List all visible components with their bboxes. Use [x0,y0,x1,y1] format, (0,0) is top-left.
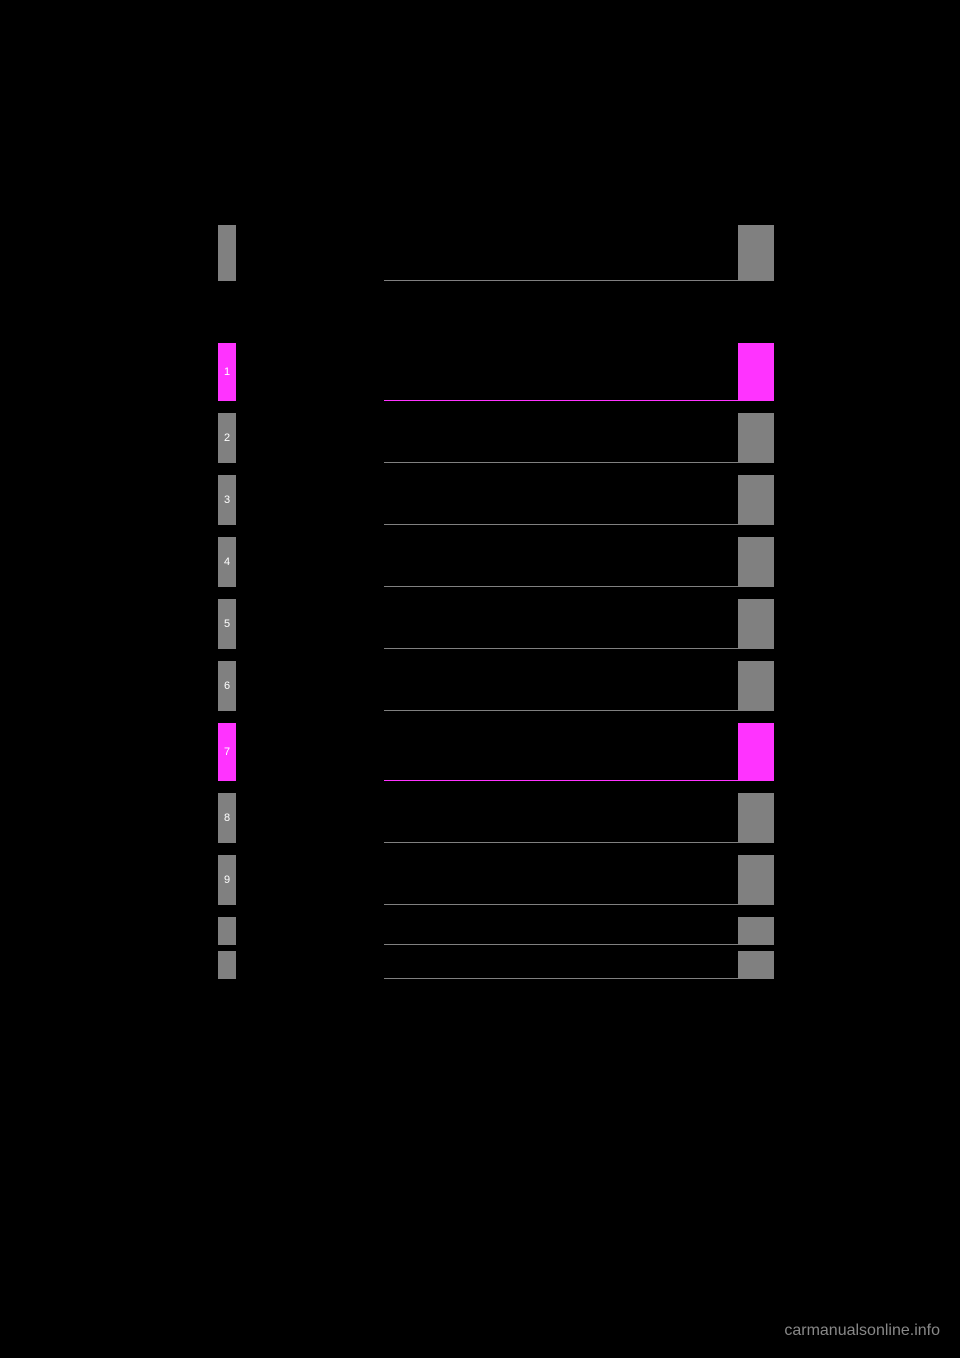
row-content [384,413,738,462]
header-content [384,225,738,280]
tab-number: 1 [218,343,236,401]
row-content [384,723,738,780]
row-right-block [738,661,774,710]
row-main [384,917,774,945]
header-row [218,225,774,281]
row-gap [236,413,384,463]
row-gap [236,917,384,945]
row-main [384,793,774,843]
tab-number [218,917,236,945]
row-right-block [738,793,774,842]
header-tab [218,225,236,281]
row-content [384,917,738,944]
row-main [384,475,774,525]
row-gap [236,537,384,587]
header-main [384,225,774,281]
row-right-block [738,917,774,944]
row-main [384,661,774,711]
toc-row-3[interactable]: 3 [218,475,774,525]
row-content [384,661,738,710]
toc-row-2[interactable]: 2 [218,413,774,463]
toc-container: 1 2 3 4 5 [218,225,774,985]
row-right-block [738,723,774,780]
tab-number: 2 [218,413,236,463]
toc-row-8[interactable]: 8 [218,793,774,843]
row-main [384,343,774,401]
row-main [384,599,774,649]
row-main [384,537,774,587]
row-right-block [738,855,774,904]
row-main [384,855,774,905]
row-right-block [738,475,774,524]
toc-row-10[interactable] [218,917,774,945]
row-gap [236,723,384,781]
row-gap [236,343,384,401]
toc-row-4[interactable]: 4 [218,537,774,587]
row-gap [236,475,384,525]
tab-number [218,951,236,979]
tab-number: 3 [218,475,236,525]
row-main [384,723,774,781]
toc-row-1[interactable]: 1 [218,343,774,401]
tab-number: 6 [218,661,236,711]
row-content [384,793,738,842]
row-gap [236,599,384,649]
row-gap [236,661,384,711]
toc-row-6[interactable]: 6 [218,661,774,711]
toc-row-11[interactable] [218,951,774,979]
tab-number: 7 [218,723,236,781]
watermark-text: carmanualsonline.info [784,1322,940,1340]
tab-number: 9 [218,855,236,905]
row-content [384,951,738,978]
row-right-block [738,951,774,978]
toc-row-7[interactable]: 7 [218,723,774,781]
row-content [384,855,738,904]
row-content [384,475,738,524]
toc-row-9[interactable]: 9 [218,855,774,905]
row-right-block [738,413,774,462]
toc-row-5[interactable]: 5 [218,599,774,649]
row-content [384,599,738,648]
tab-number: 4 [218,537,236,587]
row-gap [236,855,384,905]
header-right-block [738,225,774,280]
header-gap [236,225,384,281]
row-gap [236,951,384,979]
row-right-block [738,599,774,648]
row-right-block [738,343,774,400]
tab-number: 5 [218,599,236,649]
row-content [384,343,738,400]
row-right-block [738,537,774,586]
tab-number: 8 [218,793,236,843]
row-main [384,951,774,979]
row-main [384,413,774,463]
row-gap [236,793,384,843]
row-content [384,537,738,586]
